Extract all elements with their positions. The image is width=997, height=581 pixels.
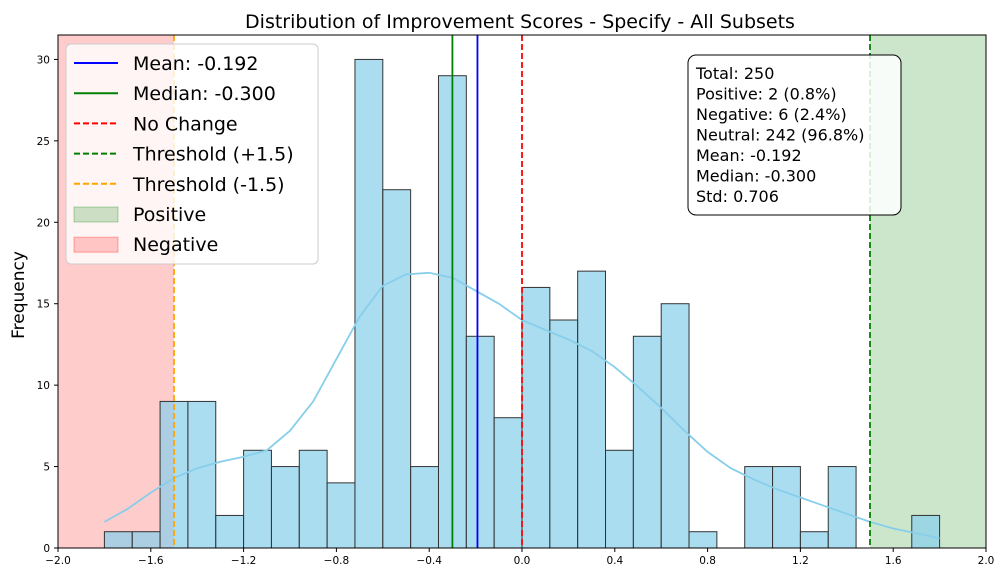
stats-line: Positive: 2 (0.8%) bbox=[696, 85, 837, 104]
y-tick-label: 5 bbox=[43, 462, 50, 474]
plot-area: −2.0 −1.6 −1.2 −0.8 −0.4 0.0 0.4 0.8 1.2 1.6 2.0 0 5… bbox=[37, 34, 995, 567]
chart-title: Distribution of Improvement Scores - Spe… bbox=[245, 11, 795, 33]
x-tick-label: −1.2 bbox=[231, 555, 257, 567]
legend-swatch bbox=[73, 236, 119, 253]
histogram-bar-19 bbox=[632, 335, 662, 549]
histogram-bar-25 bbox=[799, 531, 829, 549]
stats-box-frame bbox=[687, 54, 902, 216]
legend: Mean: -0.192 Median: -0.300 No Change Thres… bbox=[65, 43, 319, 265]
stats-line: Negative: 6 (2.4%) bbox=[696, 105, 847, 124]
legend-label: Positive bbox=[133, 204, 206, 226]
histogram-bar-17 bbox=[577, 270, 607, 549]
legend-label: Negative bbox=[133, 234, 218, 256]
x-tick-label: −0.4 bbox=[416, 555, 442, 567]
y-tick-label: 10 bbox=[37, 380, 50, 392]
x-tick-label: 0.0 bbox=[514, 555, 531, 567]
histogram-bar-26 bbox=[827, 466, 857, 549]
y-tick-label: 0 bbox=[43, 543, 50, 555]
histogram-bar-3 bbox=[187, 400, 217, 549]
histogram-bar-23 bbox=[744, 466, 774, 549]
x-tick-label: 1.6 bbox=[885, 555, 902, 567]
stats-line: Mean: -0.192 bbox=[696, 146, 802, 165]
histogram-bar-8 bbox=[326, 482, 356, 549]
legend-swatch bbox=[73, 206, 119, 223]
histogram-bar-13 bbox=[465, 335, 495, 549]
y-tick-label: 15 bbox=[37, 299, 50, 311]
x-tick-label: −2.0 bbox=[45, 555, 71, 567]
histogram-bar-5 bbox=[243, 449, 272, 549]
histogram-bar-11 bbox=[410, 466, 439, 549]
y-tick-label: 20 bbox=[37, 217, 50, 229]
histogram-bar-29 bbox=[911, 514, 941, 549]
stats-box: Total: 250 Positive: 2 (0.8%)Negative: 6 … bbox=[687, 54, 902, 216]
x-tick-label: −0.8 bbox=[324, 555, 350, 567]
stats-line: Std: 0.706 bbox=[696, 187, 779, 206]
legend-label: Threshold (-1.5) bbox=[132, 174, 285, 196]
stats-line: Median: -0.300 bbox=[696, 167, 816, 186]
x-tick-label: −1.6 bbox=[138, 555, 164, 567]
histogram-bar-21 bbox=[688, 531, 718, 549]
legend-box bbox=[65, 43, 319, 265]
histogram-bar-10 bbox=[382, 189, 412, 549]
legend-label: Median: -0.300 bbox=[133, 83, 276, 105]
y-tick-label: 30 bbox=[37, 54, 50, 66]
histogram-bar-18 bbox=[605, 449, 634, 549]
histogram-bar-20 bbox=[660, 303, 690, 549]
x-tick-label: 0.4 bbox=[606, 555, 623, 567]
legend-label: Mean: -0.192 bbox=[133, 53, 258, 75]
histogram-bar-1 bbox=[131, 531, 161, 549]
histogram-bar-0 bbox=[103, 531, 133, 549]
legend-label: No Change bbox=[133, 113, 238, 135]
histogram-bar-6 bbox=[270, 466, 300, 549]
x-tick-label: 0.8 bbox=[699, 555, 716, 567]
stats-line: Neutral: 242 (96.8%) bbox=[696, 126, 864, 145]
x-tick-label: 1.2 bbox=[792, 555, 809, 567]
histogram-bar-4 bbox=[215, 514, 245, 549]
legend-label: Threshold (+1.5) bbox=[132, 144, 294, 166]
histogram-bar-7 bbox=[298, 449, 328, 549]
histogram-bar-16 bbox=[549, 319, 579, 549]
stats-line: Total: 250 bbox=[695, 64, 774, 83]
histogram-bar-24 bbox=[772, 466, 801, 549]
x-tick-label: 2.0 bbox=[978, 555, 995, 567]
y-axis-label: Frequency bbox=[9, 251, 29, 339]
y-tick-label: 25 bbox=[37, 136, 50, 148]
histogram-bar-14 bbox=[493, 417, 523, 549]
